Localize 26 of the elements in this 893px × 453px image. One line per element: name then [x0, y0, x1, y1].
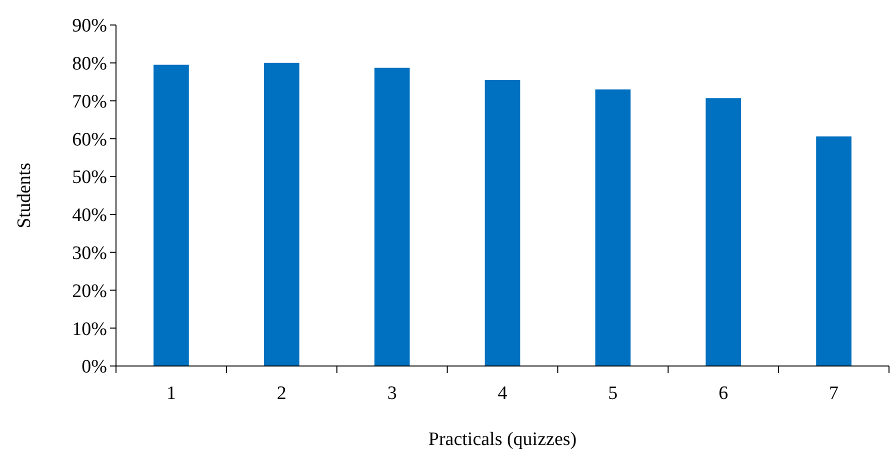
bar [706, 98, 742, 366]
y-tick-label: 50% [72, 167, 108, 188]
y-tick-label: 90% [72, 16, 108, 37]
y-tick-label: 30% [72, 242, 108, 264]
y-axis-title: Students [14, 162, 35, 228]
x-tick-label: 6 [718, 383, 728, 404]
x-axis-title: Practicals (quizzes) [428, 429, 577, 450]
y-tick-label: 80% [72, 54, 108, 75]
y-tick-label: 70% [72, 91, 108, 112]
bar [484, 80, 520, 366]
bar [264, 62, 300, 366]
y-tick-label: 20% [72, 280, 108, 302]
bar [374, 68, 410, 366]
y-tick-label: 40% [72, 205, 108, 226]
bar [595, 89, 631, 366]
x-tick-label: 4 [498, 383, 508, 404]
x-tick-label: 1 [166, 383, 176, 404]
bar [816, 136, 852, 366]
x-tick-label: 7 [829, 383, 839, 404]
x-tick-label: 5 [608, 383, 618, 404]
y-tick-label: 60% [72, 129, 108, 150]
y-tick-label: 0% [82, 356, 108, 378]
x-tick-label: 3 [387, 383, 397, 404]
bar [154, 64, 189, 366]
x-tick-label: 2 [276, 383, 286, 404]
y-tick-label: 10% [72, 318, 108, 340]
